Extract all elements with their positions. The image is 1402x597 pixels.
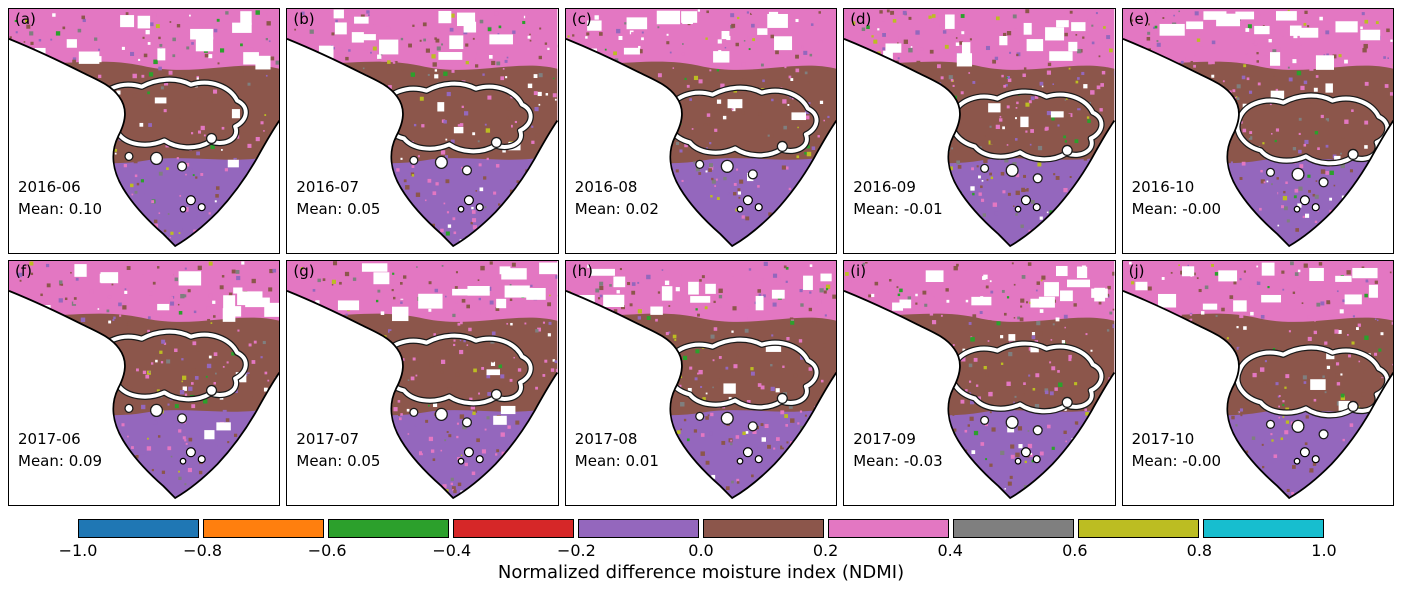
colorbar-tick-label: 0.8 xyxy=(1186,541,1213,560)
panel-mean: Mean: 0.10 xyxy=(18,200,103,219)
panel-date: 2016-10 xyxy=(1131,178,1195,197)
panel-mean: Mean: 0.05 xyxy=(296,200,381,219)
map-panel: (g) 2017-07 Mean: 0.05 xyxy=(286,260,559,506)
panel-mean: Mean: -0.01 xyxy=(853,200,943,219)
panel-mean: Mean: -0.00 xyxy=(1131,200,1222,219)
panel-letter-label: (i) xyxy=(850,262,867,280)
ndmi-map xyxy=(1122,261,1393,505)
ndmi-map xyxy=(287,261,558,505)
map-panel: (d) 2016-09 Mean: -0.01 xyxy=(843,8,1116,254)
panel-date: 2017-09 xyxy=(853,430,916,449)
ndmi-map xyxy=(844,261,1115,505)
colorbar-segment xyxy=(703,519,824,538)
colorbar-segment xyxy=(78,519,199,538)
colorbar-segment xyxy=(203,519,324,538)
colorbar-axis-label: Normalized difference moisture index (ND… xyxy=(497,562,905,583)
colorbar-tick-label: −0.2 xyxy=(556,541,596,560)
panel-info: 2017-07 Mean: 0.05 xyxy=(296,429,380,473)
panel-date: 2016-06 xyxy=(18,178,81,197)
panel-info: 2017-09 Mean: -0.03 xyxy=(853,429,943,473)
colorbar-tick-label: −0.6 xyxy=(307,541,347,560)
panel-date: 2017-06 xyxy=(18,430,81,449)
panel-date: 2016-07 xyxy=(296,178,360,197)
panel-letter-label: (e) xyxy=(1128,10,1150,28)
panel-letter-label: (g) xyxy=(293,262,315,280)
colorbar-segment xyxy=(1203,519,1324,538)
panel-info: 2016-09 Mean: -0.01 xyxy=(853,177,943,221)
panel-date: 2017-10 xyxy=(1131,430,1195,449)
map-panel: (b) 2016-07 Mean: 0.05 xyxy=(286,8,559,254)
map-panel: (i) 2017-09 Mean: -0.03 xyxy=(843,260,1116,506)
colorbar-segment xyxy=(953,519,1074,538)
panel-letter-label: (h) xyxy=(571,262,594,280)
panel-mean: Mean: -0.03 xyxy=(853,452,943,471)
ndmi-map xyxy=(9,9,280,253)
panel-mean: Mean: -0.00 xyxy=(1131,452,1222,471)
colorbar xyxy=(78,519,1324,538)
panel-letter-label: (d) xyxy=(850,10,872,28)
panel-grid: (a) 2016-06 Mean: 0.10 (b) xyxy=(0,8,1402,506)
colorbar-tick-label: −0.8 xyxy=(183,541,223,560)
panel-info: 2017-08 Mean: 0.01 xyxy=(575,429,659,473)
map-panel: (j) 2017-10 Mean: -0.00 xyxy=(1121,260,1394,506)
colorbar-tick-label: 0.0 xyxy=(688,541,714,560)
panel-mean: Mean: 0.05 xyxy=(296,452,381,471)
panel-date: 2016-08 xyxy=(574,178,638,197)
colorbar-ticks: −1.0 −0.8 −0.6 −0.4 −0.2 0.0 0.2 0.4 0.6 0.8 1.0 xyxy=(59,541,1337,561)
colorbar-segment xyxy=(328,519,449,538)
panel-letter-label: (f) xyxy=(15,262,32,280)
map-panel: (f) 2017-06 Mean: 0.09 xyxy=(8,260,281,506)
colorbar-segment xyxy=(578,519,699,538)
panel-date: 2017-08 xyxy=(574,430,638,449)
panel-info: 2017-06 Mean: 0.09 xyxy=(18,429,102,473)
panel-letter-label: (a) xyxy=(15,10,36,28)
panel-info: 2017-10 Mean: -0.00 xyxy=(1132,429,1222,473)
panel-mean: Mean: 0.01 xyxy=(574,452,659,471)
panel-info: 2016-06 Mean: 0.10 xyxy=(18,177,102,221)
panel-mean: Mean: 0.09 xyxy=(18,452,103,471)
colorbar-segment xyxy=(453,519,574,538)
colorbar-tick-label: 0.2 xyxy=(812,541,839,560)
ndmi-map xyxy=(565,261,837,505)
ndmi-map xyxy=(1122,9,1393,253)
ndmi-map xyxy=(287,9,558,253)
colorbar-tick-label: −0.4 xyxy=(432,541,472,560)
ndmi-map xyxy=(9,261,280,505)
colorbar-tick-label: 1.0 xyxy=(1311,541,1337,560)
ndmi-map xyxy=(565,9,837,253)
colorbar-area: −1.0 −0.8 −0.6 −0.4 −0.2 0.0 0.2 0.4 0.6 0.8 1.0 N… xyxy=(59,519,1337,583)
map-panel: (a) 2016-06 Mean: 0.10 xyxy=(8,8,281,254)
ndmi-map xyxy=(844,9,1115,253)
colorbar-tick-label: 0.4 xyxy=(937,541,963,560)
colorbar-tick-label: −1.0 xyxy=(58,541,98,560)
colorbar-tick-label: 0.6 xyxy=(1062,541,1088,560)
panel-date: 2016-09 xyxy=(853,178,916,197)
panel-date: 2017-07 xyxy=(296,430,360,449)
panel-info: 2016-10 Mean: -0.00 xyxy=(1132,177,1222,221)
panel-letter-label: (j) xyxy=(1128,262,1145,280)
panel-letter-label: (b) xyxy=(293,10,315,28)
panel-info: 2016-07 Mean: 0.05 xyxy=(296,177,380,221)
map-panel: (c) 2016-08 Mean: 0.02 xyxy=(564,8,838,254)
panel-info: 2016-08 Mean: 0.02 xyxy=(575,177,659,221)
panel-letter-label: (c) xyxy=(571,10,592,28)
map-panel: (e) 2016-10 Mean: -0.00 xyxy=(1121,8,1394,254)
colorbar-segment xyxy=(1078,519,1199,538)
panel-mean: Mean: 0.02 xyxy=(574,200,659,219)
colorbar-segment xyxy=(828,519,949,538)
map-panel: (h) 2017-08 Mean: 0.01 xyxy=(564,260,838,506)
